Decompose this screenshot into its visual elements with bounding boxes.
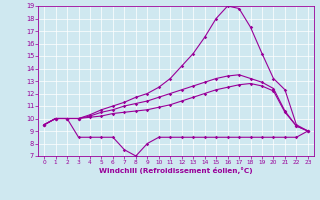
X-axis label: Windchill (Refroidissement éolien,°C): Windchill (Refroidissement éolien,°C): [99, 167, 253, 174]
